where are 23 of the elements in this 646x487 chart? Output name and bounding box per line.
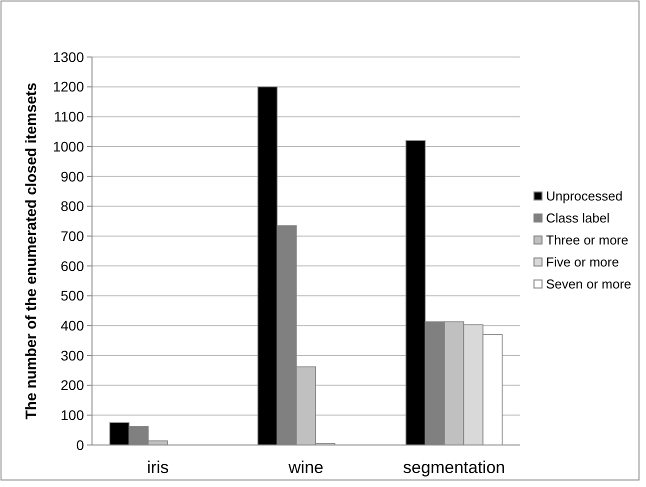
legend-label: Three or more	[546, 232, 628, 248]
y-tick-label: 300	[60, 347, 84, 364]
legend-label: Unprocessed	[546, 188, 623, 204]
y-tick-label: 0	[76, 436, 84, 453]
y-tick-label: 1100	[54, 108, 84, 125]
y-tick-label: 700	[60, 228, 84, 244]
y-axis-title: The number of the enumerated closed itemsets	[23, 82, 40, 420]
y-tick-label: 600	[60, 258, 84, 274]
y-tick-label: 800	[60, 198, 84, 214]
x-tick-label: segmentation	[403, 458, 506, 477]
x-tick-label: wine	[288, 458, 324, 477]
legend-label: Class label	[546, 210, 610, 226]
y-tick-label: 100	[60, 407, 84, 424]
legend-label: Five or more	[546, 254, 619, 270]
y-tick-label: 1200	[52, 78, 84, 95]
y-tick-label: 400	[60, 318, 84, 334]
y-tick-label: 200	[60, 377, 84, 394]
x-tick-label: iris	[147, 458, 169, 477]
y-tick-label: 900	[60, 168, 84, 184]
legend-label: Seven or more	[546, 276, 632, 292]
y-tick-label: 1000	[52, 138, 84, 154]
y-tick-label: 1300	[52, 48, 84, 65]
y-tick-label: 500	[60, 288, 84, 304]
